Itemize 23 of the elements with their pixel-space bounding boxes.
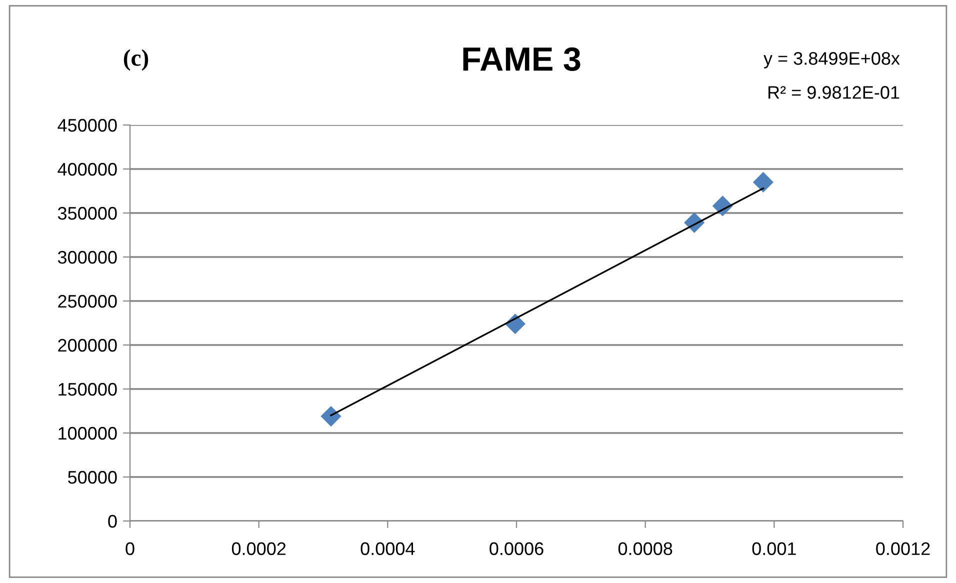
y-tick-label: 200000 (58, 338, 117, 352)
y-tick-label: 100000 (58, 426, 117, 440)
x-tick-label: 0.0006 (490, 542, 544, 556)
point (752, 172, 774, 192)
y-tick-label: 250000 (58, 294, 117, 308)
x-tick-label: 0 (126, 542, 134, 556)
x-tick-label: 0.0012 (876, 542, 930, 556)
y-tick-label: 450000 (58, 118, 117, 132)
y-tick-label: 400000 (58, 162, 117, 176)
y-tick-label: 350000 (58, 206, 117, 220)
chart-title: FAME 3 (463, 47, 580, 71)
text: (c) (124, 49, 148, 71)
x-tick-label: 0.0002 (232, 542, 286, 556)
x-tick-label: 0.0004 (360, 542, 415, 556)
y-tick-label: 300000 (58, 250, 117, 264)
y-tick-label: 50000 (68, 470, 117, 484)
point (320, 406, 342, 427)
x-tick-label: 0.0008 (618, 542, 672, 556)
x-tick-label: 0.001 (752, 542, 796, 556)
text: R² = 9.9812E-01 (768, 86, 900, 99)
y-tick-label: 150000 (58, 382, 117, 396)
text: y = 3.8499E+08x (764, 52, 900, 68)
y-tick-label: 0 (108, 514, 117, 528)
